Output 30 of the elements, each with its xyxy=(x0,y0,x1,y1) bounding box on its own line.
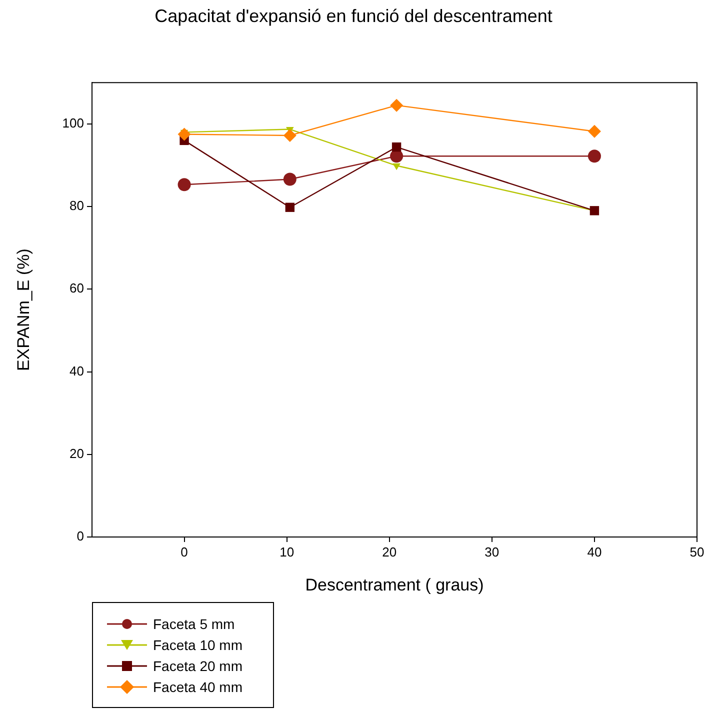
point xyxy=(178,128,191,141)
x-tick-label: 20 xyxy=(382,544,397,560)
x-tick-label: 10 xyxy=(280,544,294,560)
y-tick-label: 0 xyxy=(76,528,84,544)
y-tick-label: 80 xyxy=(70,198,84,214)
x-tick-label: 40 xyxy=(587,544,602,560)
y-tick-label: 60 xyxy=(70,280,84,296)
x-tick-label: 0 xyxy=(180,544,188,560)
legend-label: Faceta 10 mm xyxy=(153,636,242,652)
legend-label: Faceta 40 mm xyxy=(153,678,242,694)
y-tick-label: 100 xyxy=(62,115,84,130)
point xyxy=(390,150,404,163)
point xyxy=(390,98,404,112)
point xyxy=(285,202,295,212)
point xyxy=(392,142,402,152)
point xyxy=(392,163,400,170)
point xyxy=(178,178,191,192)
point xyxy=(283,172,296,186)
chart-title: Capacitat d'expansió en funció del descentrament xyxy=(154,6,552,26)
x-tick-label: 30 xyxy=(484,544,500,560)
point xyxy=(283,128,296,142)
point xyxy=(588,124,601,138)
legend-label: Faceta 5 mm xyxy=(153,616,235,632)
point xyxy=(588,150,601,163)
y-axis-title: EXPANm_E (%) xyxy=(14,248,33,372)
x-axis-title: Descentrament ( graus) xyxy=(305,575,484,594)
legend-label: Faceta 20 mm xyxy=(153,658,242,674)
y-tick-label: 20 xyxy=(70,446,84,461)
y-tick-label: 40 xyxy=(70,363,84,378)
x-tick-label: 50 xyxy=(690,544,704,560)
